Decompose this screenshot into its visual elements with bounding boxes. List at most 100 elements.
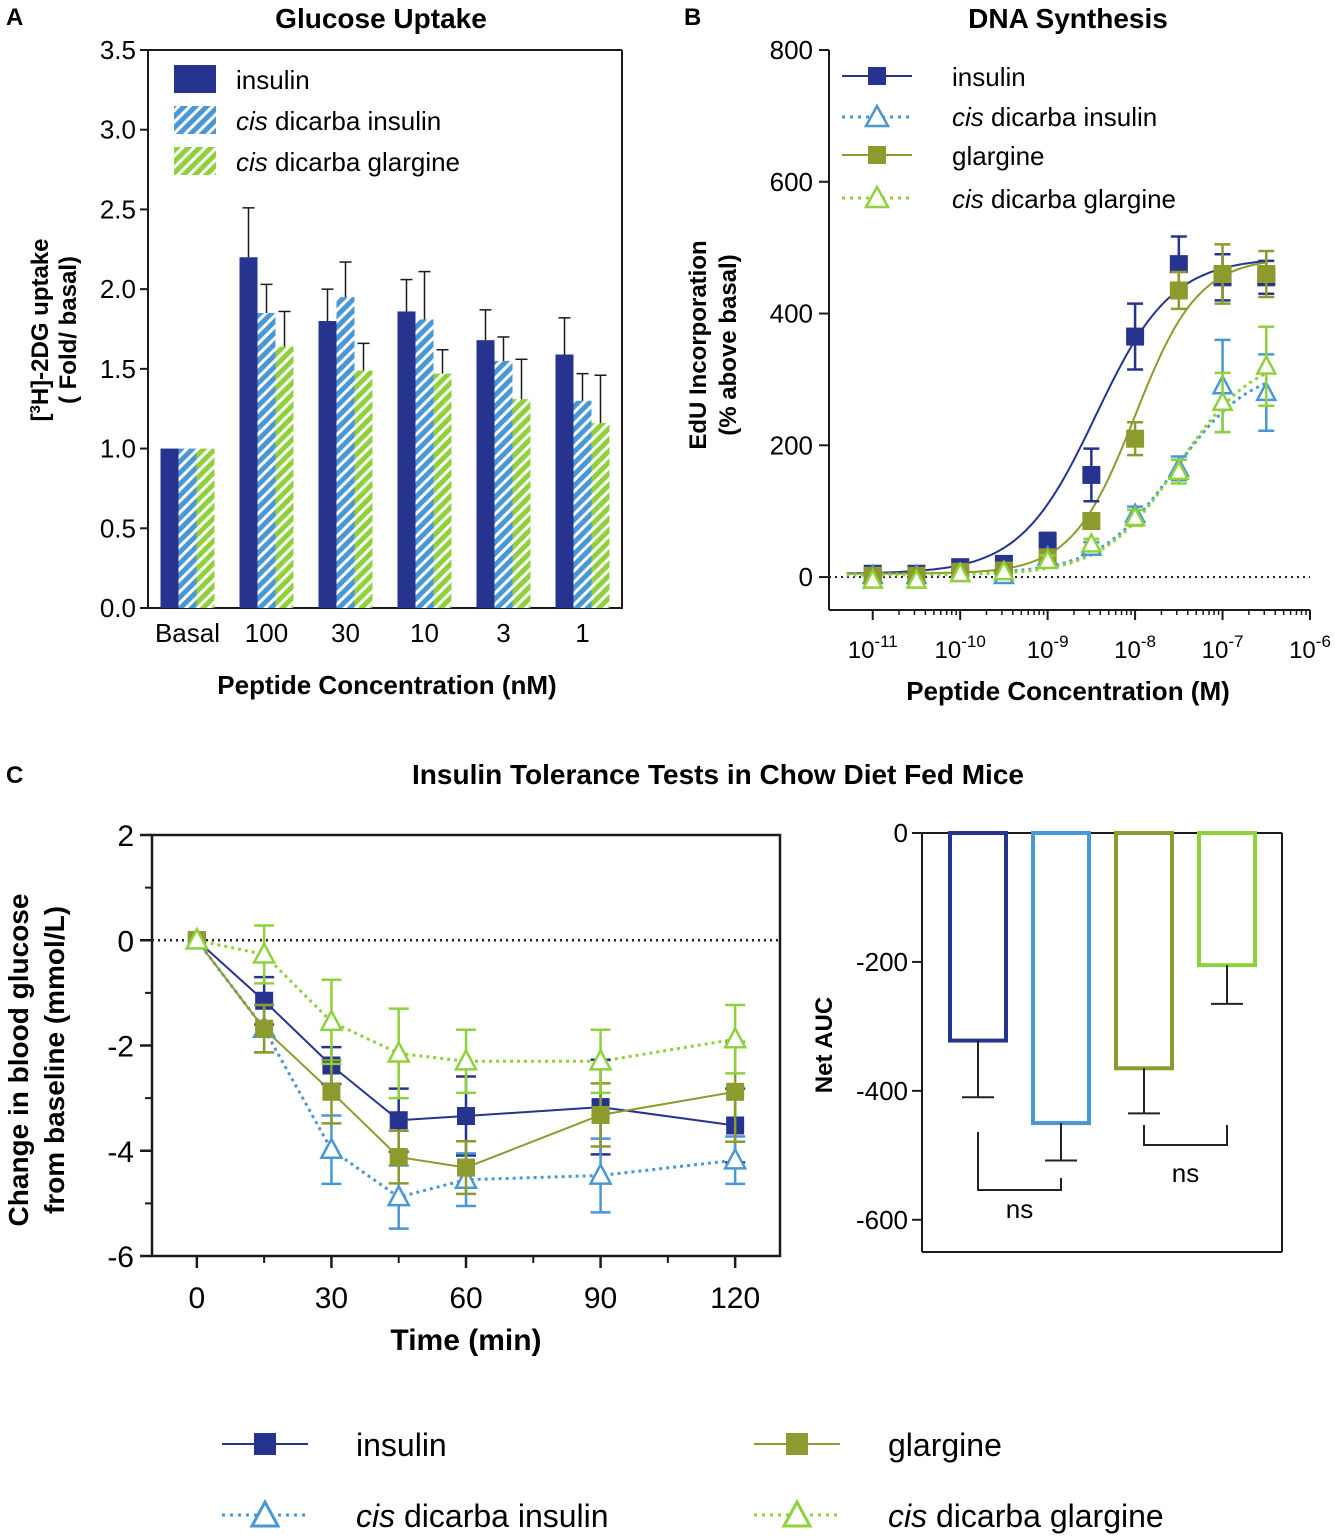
panel-a-bar-cis-dicarba-glargine: [275, 346, 294, 608]
auc-bar-cis-dicarba-insulin: [1031, 831, 1091, 1126]
panel-c-point-cis-dicarba-glargine: [386, 1039, 411, 1063]
panel-a-bar-cis-dicarba-insulin: [257, 313, 276, 608]
panel-b-point-insulin: [1082, 465, 1101, 484]
panel-c-xtick-label: 60: [449, 1282, 482, 1315]
panel-b-ytick-label: 800: [770, 35, 813, 65]
panel-c-point-cis-dicarba-insulin: [386, 1183, 411, 1207]
panel-a-bar-cis-dicarba-glargine: [354, 370, 373, 608]
panel-b-point-cis-dicarba-glargine: [1167, 459, 1190, 481]
panel-c-ytick-label: 2: [117, 820, 134, 853]
panel-b-xtick-label: 10-11: [848, 632, 898, 664]
panel-c-ytick-label: -2: [107, 1031, 134, 1064]
panel-c-xtick-label: 30: [315, 1282, 348, 1315]
panel-a-xtick-label: 100: [245, 618, 288, 648]
panel-c-point-cis-dicarba-insulin: [588, 1162, 613, 1185]
panel-b-point-cis-dicarba-glargine: [1036, 548, 1059, 570]
panel-b-plot: 0 200 400 600 800 10-11 10-10 10-9 10-8 10-7 10-6: [770, 35, 1331, 664]
legend-b-marker-glargine: [868, 146, 886, 164]
panel-b-ylabel-2: (% above basal): [715, 254, 742, 435]
panel-c-ylabel-1: Change in blood glucose: [3, 894, 34, 1227]
panel-c-point-glargine: [726, 1082, 745, 1101]
auc-significance-bracket-insulin-label: ns: [1006, 1194, 1033, 1224]
auc-ytick-label: 0: [894, 818, 908, 848]
panel-c-point-glargine: [389, 1148, 408, 1167]
auc-ytick-label: -200: [856, 947, 908, 977]
panel-a-xtick-label: Basal: [155, 618, 220, 648]
panel-a-ytick-label: 3.5: [100, 35, 136, 65]
bottom-legend-label-insulin: insulin: [356, 1427, 447, 1463]
panel-a-bar-cis-dicarba-insulin: [415, 319, 434, 608]
bottom-legend-marker-insulin: [254, 1433, 276, 1455]
panel-c-point-insulin: [389, 1111, 408, 1130]
panel-c-point-cis-dicarba-insulin: [723, 1146, 748, 1170]
panel-a-plot: 0.0 0.5 1.0 1.5 2.0 2.5 3.0 3.5 Basal 100 30 10 3 1: [100, 35, 623, 648]
legend-b-label-glargine: glargine: [952, 141, 1045, 171]
panel-a-bar-cis-dicarba-insulin: [336, 297, 355, 608]
panel-b-point-glargine: [1169, 281, 1188, 300]
panel-c-xtick-label: 90: [584, 1282, 617, 1315]
panel-b-point-cis-dicarba-glargine: [905, 567, 928, 589]
auc-ylabel: Net AUC: [811, 997, 838, 1093]
panel-b-xtick-label: 10-6: [1289, 632, 1331, 664]
panel-a-bar-insulin: [160, 448, 179, 608]
panel-a-ytick-label: 0.5: [100, 513, 136, 543]
panel-b-point-cis-dicarba-glargine: [1255, 353, 1278, 375]
panel-c-point-cis-dicarba-glargine: [184, 926, 209, 950]
panel-c-xtick-label: 0: [189, 1282, 206, 1315]
legend-a-swatch-cis-glargine: [174, 147, 216, 175]
legend-b-label-cis-insulin: cis dicarba insulin: [952, 102, 1157, 132]
panel-a-bar-cis-dicarba-insulin: [573, 400, 592, 608]
panel-a-bar-cis-dicarba-glargine: [591, 423, 610, 608]
bottom-legend-marker-cis-glargine: [781, 1498, 813, 1528]
auc-bar-cis-dicarba-glargine: [1197, 831, 1257, 968]
panel-b-point-cis-dicarba-glargine: [1080, 531, 1103, 553]
legend-a-label-cis-glargine: cis dicarba glargine: [236, 147, 460, 177]
panel-c-ytick-label: -4: [107, 1136, 134, 1169]
legend-b-marker-cis-glargine: [863, 184, 891, 209]
panel-c-xtick-label: 120: [710, 1282, 760, 1315]
panel-c-point-glargine: [255, 1019, 274, 1038]
panel-a-xtick-label: 1: [575, 618, 589, 648]
panel-a-ytick-label: 2.5: [100, 194, 136, 224]
panel-c-point-glargine: [591, 1105, 610, 1124]
legend-a-swatch-cis-insulin: [174, 106, 216, 134]
panel-a-ytick-label: 3.0: [100, 115, 136, 145]
panel-label-c: C: [6, 762, 23, 789]
panel-a-bar-insulin: [476, 340, 495, 608]
panel-a-ytick-label: 1.0: [100, 434, 136, 464]
panel-label-a: A: [6, 4, 23, 31]
panel-b-legend: insulin cis dicarba insulin glargine cis…: [842, 62, 1176, 214]
panel-a-bar-cis-dicarba-insulin: [178, 448, 197, 608]
panel-b-xtick-label: 10-8: [1114, 632, 1156, 664]
panel-b-point-insulin: [1126, 327, 1145, 346]
panel-a-bar-insulin: [555, 354, 574, 608]
panel-b-point-insulin: [1169, 255, 1188, 274]
panel-a-bar-insulin: [318, 321, 337, 608]
panel-a-xlabel: Peptide Concentration (nM): [217, 670, 556, 700]
panel-b-point-glargine: [1126, 429, 1145, 448]
panel-c-point-glargine: [322, 1082, 341, 1101]
panel-b-ytick-label: 400: [770, 299, 813, 329]
panel-b-ytick-label: 200: [770, 430, 813, 460]
bottom-legend-marker-glargine: [786, 1433, 808, 1455]
panel-a-ylabel-sup: 3: [27, 405, 44, 413]
panel-b-point-glargine: [1257, 265, 1276, 283]
panel-c-frame: [150, 833, 782, 1258]
panel-a-bar-cis-dicarba-insulin: [494, 360, 513, 608]
panel-a-legend: insulin cis dicarba insulin cis dicarba …: [174, 65, 460, 177]
panel-b-point-cis-dicarba-glargine: [861, 567, 884, 589]
panel-a-bar-cis-dicarba-glargine: [196, 448, 215, 608]
panel-c-point-cis-dicarba-glargine: [453, 1047, 479, 1071]
panel-c-xlabel: Time (min): [390, 1324, 541, 1357]
panel-b-xlabel: Peptide Concentration (M): [906, 676, 1230, 706]
panel-c-ytick-label: 0: [117, 925, 134, 958]
panel-a-xtick-label: 3: [496, 618, 510, 648]
panel-b-point-cis-dicarba-glargine: [949, 561, 972, 583]
legend-a-label-cis-insulin: cis dicarba insulin: [236, 106, 441, 136]
auc-significance-bracket-glargine: [1143, 1125, 1228, 1146]
bottom-legend-label-glargine: glargine: [888, 1427, 1002, 1463]
panel-a-bar-insulin: [397, 311, 416, 608]
panel-a-ylabel-1: [3H]-2DG uptake: [27, 238, 55, 421]
bottom-legend-label-cis-glargine: cis dicarba glargine: [888, 1498, 1164, 1534]
